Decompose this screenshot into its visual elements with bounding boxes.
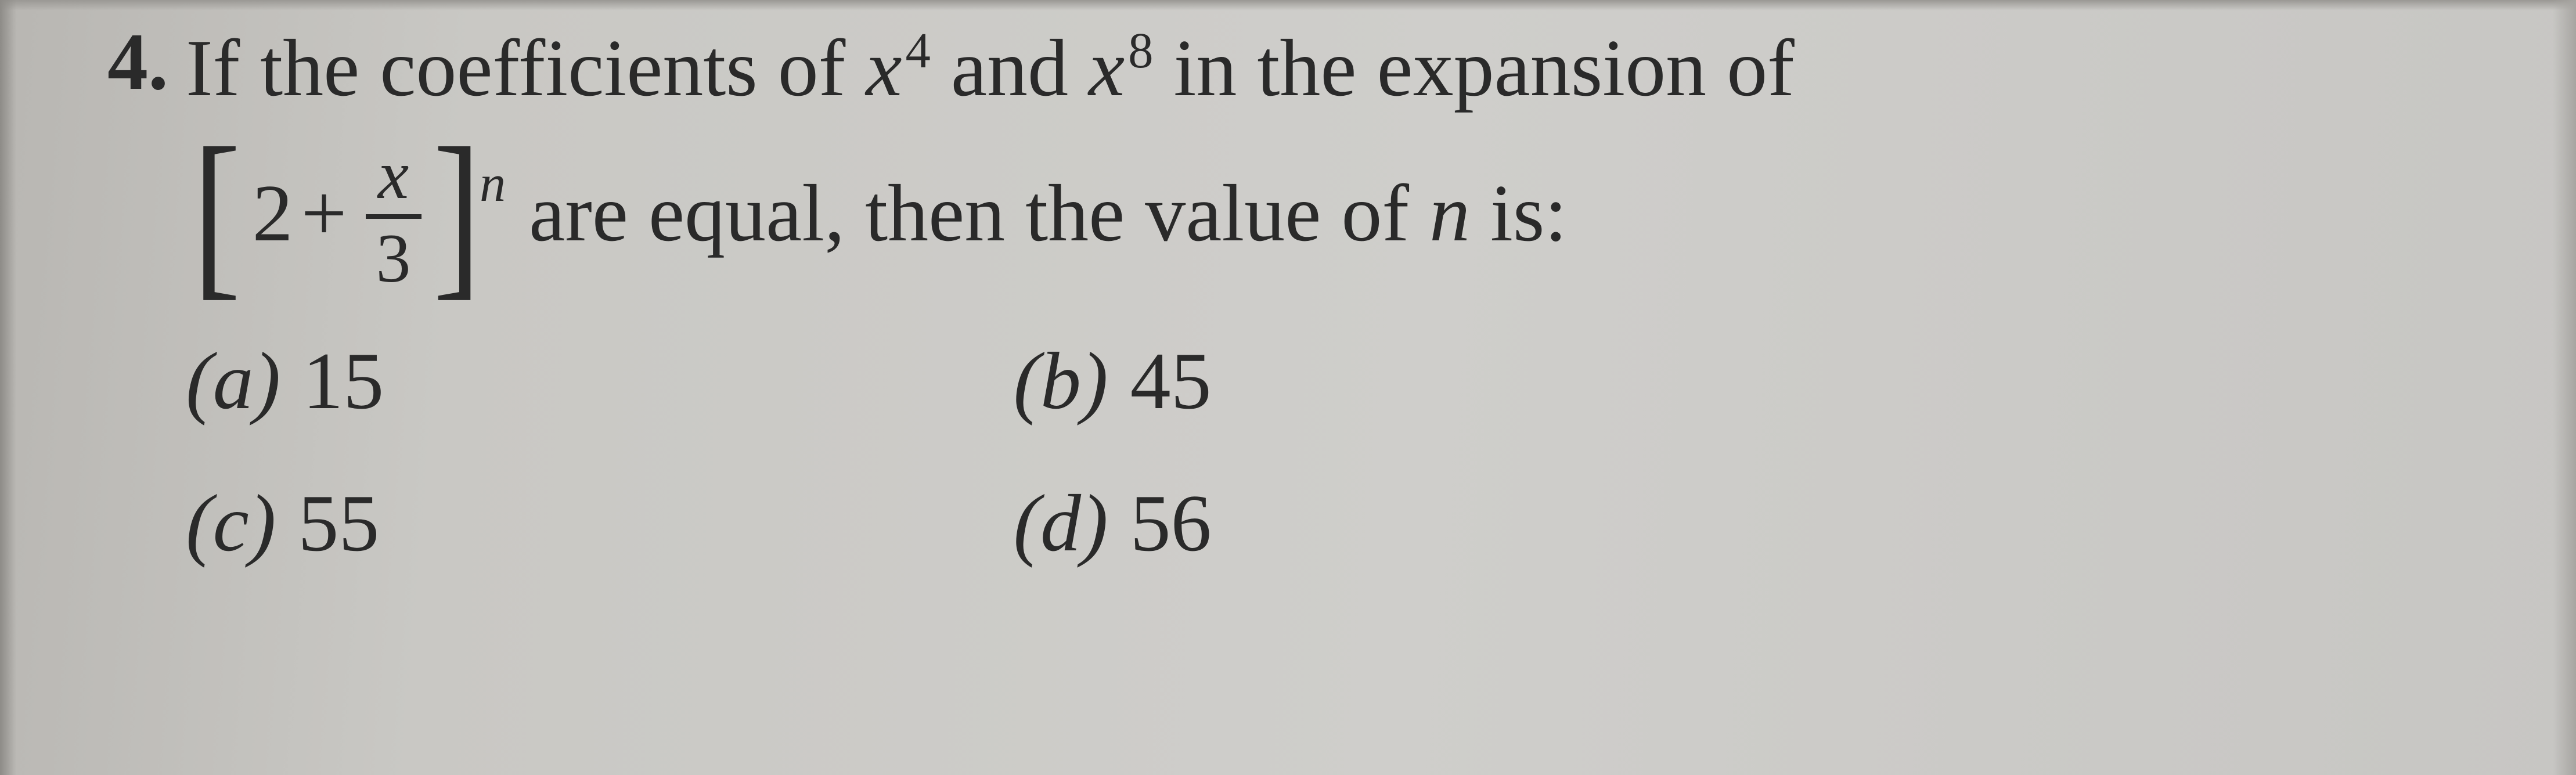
- option-c-value: 55: [298, 473, 379, 574]
- plus-sign: +: [301, 163, 347, 264]
- outer-exponent: n: [480, 152, 506, 217]
- scan-left-edge: [0, 0, 16, 775]
- stem-line-1: If the coefficients of x4 and x8 in the …: [186, 17, 1795, 119]
- fraction-numerator: x: [368, 140, 419, 210]
- var-x1: x: [866, 23, 902, 113]
- page-scan: 4. If the coefficients of x4 and x8 in t…: [0, 0, 2576, 775]
- stem-line-2: are equal, then the value of n is:: [529, 163, 1567, 264]
- options-grid: (a) 15 (b) 45 (c) 55 (d) 56: [186, 330, 1795, 574]
- stem2-var-n: n: [1429, 168, 1470, 258]
- scan-right-edge: [2553, 0, 2576, 775]
- bracketed-expression: [ 2 + x 3 ] n: [186, 136, 506, 290]
- question-body: If the coefficients of x4 and x8 in the …: [186, 17, 1795, 574]
- stem-text-pre: If the coefficients of: [186, 23, 866, 113]
- option-a-value: 15: [302, 330, 384, 432]
- option-b-value: 45: [1130, 330, 1212, 432]
- option-c-label: (c): [186, 473, 276, 574]
- option-a-label: (a): [186, 330, 280, 432]
- option-d-label: (d): [1013, 473, 1108, 574]
- option-c: (c) 55: [186, 473, 967, 574]
- right-bracket-icon: ]: [433, 143, 481, 283]
- option-b-label: (b): [1013, 330, 1108, 432]
- fraction-bar: [366, 214, 421, 219]
- stem2-post: is:: [1470, 168, 1567, 258]
- fraction-denominator: 3: [366, 224, 421, 293]
- expression-inside: 2 + x 3: [248, 136, 426, 290]
- var-x1-pow: 4: [905, 23, 930, 78]
- option-b: (b) 45: [1013, 330, 1794, 432]
- option-d: (d) 56: [1013, 473, 1794, 574]
- stem2-pre: are equal, then the value of: [529, 168, 1429, 258]
- option-d-value: 56: [1130, 473, 1212, 574]
- option-a: (a) 15: [186, 330, 967, 432]
- var-x2-pow: 8: [1128, 23, 1153, 78]
- stem-text-post: in the expansion of: [1154, 23, 1795, 113]
- scan-top-edge: [0, 0, 2576, 10]
- stem-text-mid: and: [931, 23, 1089, 113]
- question-block: 4. If the coefficients of x4 and x8 in t…: [70, 17, 2524, 574]
- question-number: 4.: [70, 17, 168, 107]
- expression-row: [ 2 + x 3 ] n are equal, then the va: [186, 136, 1795, 290]
- fraction: x 3: [366, 140, 421, 293]
- var-x2: x: [1089, 23, 1125, 113]
- const-two: 2: [253, 163, 293, 264]
- left-bracket-icon: [: [193, 143, 241, 283]
